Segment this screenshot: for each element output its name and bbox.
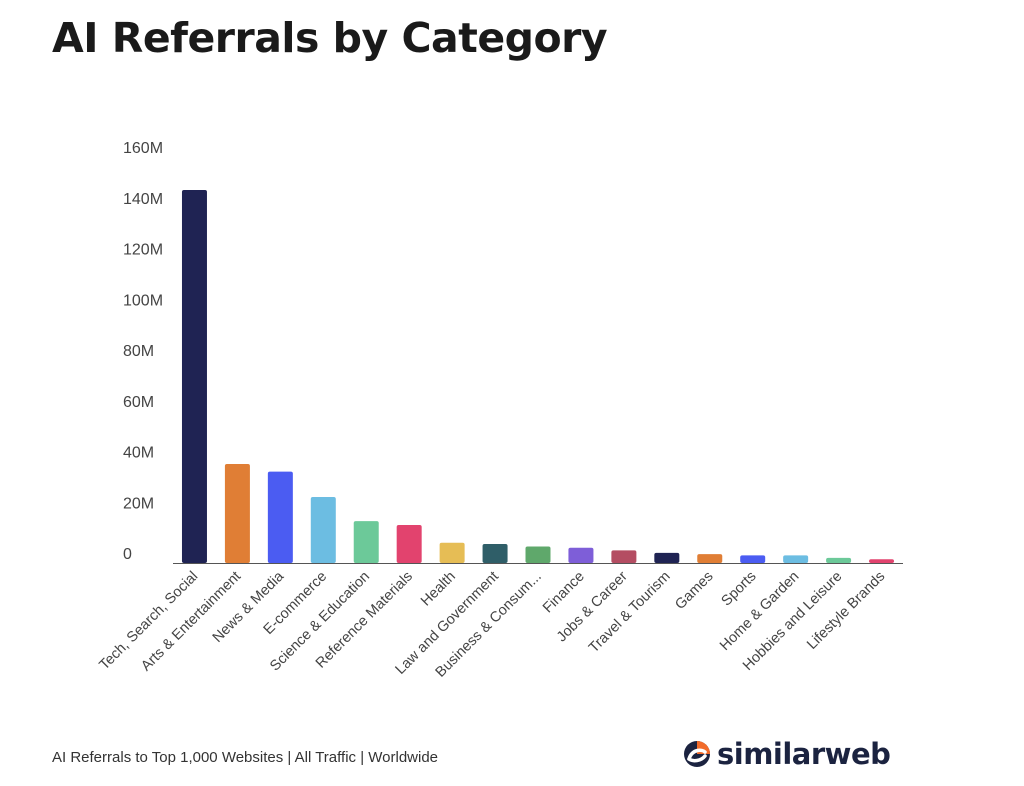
bar	[525, 546, 551, 563]
y-tick-label: 80M	[123, 343, 154, 360]
bar	[482, 543, 508, 563]
bar	[568, 547, 594, 563]
x-tick-label: Lifestyle Brands	[804, 569, 888, 653]
bar	[181, 189, 207, 564]
y-tick-label: 40M	[123, 445, 154, 462]
y-tick-label: 60M	[123, 394, 154, 411]
bar	[697, 554, 723, 563]
chart-footer: AI Referrals to Top 1,000 Websites | All…	[52, 749, 439, 766]
bar	[654, 552, 680, 563]
x-tick-label: Sports	[719, 569, 760, 610]
y-tick-label: 100M	[123, 292, 163, 309]
brand-logo: similarweb	[683, 737, 891, 771]
y-tick-label: 140M	[123, 191, 163, 208]
similarweb-logo-icon	[684, 741, 710, 767]
x-tick-label: Travel & Tourism	[586, 569, 674, 657]
bar	[611, 550, 637, 563]
bar	[396, 524, 422, 563]
chart-title: AI Referrals by Category	[52, 14, 608, 62]
bar	[310, 497, 336, 563]
bar	[267, 471, 293, 563]
y-tick-label: 0	[123, 546, 132, 563]
brand-name: similarweb	[717, 737, 891, 771]
y-tick-label: 160M	[123, 140, 163, 157]
bar	[353, 521, 379, 563]
y-tick-label: 20M	[123, 495, 154, 512]
x-tick-label: Home & Garden	[717, 569, 802, 654]
bar	[826, 557, 852, 563]
bar	[869, 559, 895, 563]
bar	[740, 555, 766, 563]
bar	[439, 542, 465, 563]
x-tick-label: Games	[672, 569, 716, 613]
x-tick-label: Health	[418, 569, 459, 610]
bar	[224, 464, 250, 563]
bar	[783, 555, 809, 563]
y-tick-label: 120M	[123, 242, 163, 259]
